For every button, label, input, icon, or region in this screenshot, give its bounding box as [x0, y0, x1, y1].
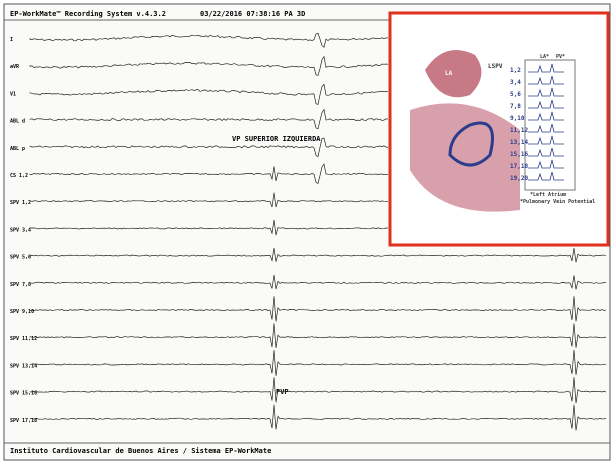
footer: Instituto Cardiovascular de Buenos Aires… [10, 447, 271, 455]
pair-label: 9,10 [510, 115, 525, 122]
pair-label: 15,16 [510, 151, 528, 158]
pair-label: 1,2 [510, 67, 521, 74]
pair-label: 3,4 [510, 79, 521, 86]
channel-label: SPV 3,4 [10, 227, 31, 233]
pair-label: 13,14 [510, 139, 528, 146]
channel-label: V1 [10, 91, 16, 97]
channel-label: SPV 5,6 [10, 255, 31, 261]
pair-label: 19,20 [510, 175, 528, 182]
channel-label: SPV 9,10 [10, 309, 34, 315]
vein-label: LSPV [488, 63, 503, 70]
inset-legend: *Left Atrium [530, 192, 566, 198]
pair-label: 17,18 [510, 163, 528, 170]
pair-label: 5,6 [510, 91, 521, 98]
pair-label: 11,12 [510, 127, 528, 134]
channel-label: aVR [10, 64, 20, 70]
header-title: EP-WorkMate™ Recording System v.4.3.2 [10, 10, 166, 18]
header-timestamp: 03/22/2016 07:38:16 PA 3D [200, 10, 305, 18]
channel-label: SPV 7,8 [10, 282, 31, 288]
screenshot: EP-WorkMate™ Recording System v.4.3.2 03… [0, 0, 616, 467]
channel-label: ABL d [10, 119, 25, 125]
channel-label: ABL p [10, 146, 25, 152]
atrium-label: LA [445, 70, 453, 77]
region-annotation: VP SUPERIOR IZQUIERDA [232, 135, 321, 143]
column-header: PV* [556, 54, 565, 60]
pair-label: 7,8 [510, 103, 521, 110]
channel-label: CS 1,2 [10, 173, 28, 179]
channel-label: I [10, 37, 13, 43]
page: EP-WorkMate™ Recording System v.4.3.2 03… [0, 0, 616, 471]
column-header: LA* [540, 54, 549, 60]
inset-legend: *Pulmonary Vein Potential [520, 199, 595, 205]
channel-label: SPV 1,2 [10, 200, 31, 206]
